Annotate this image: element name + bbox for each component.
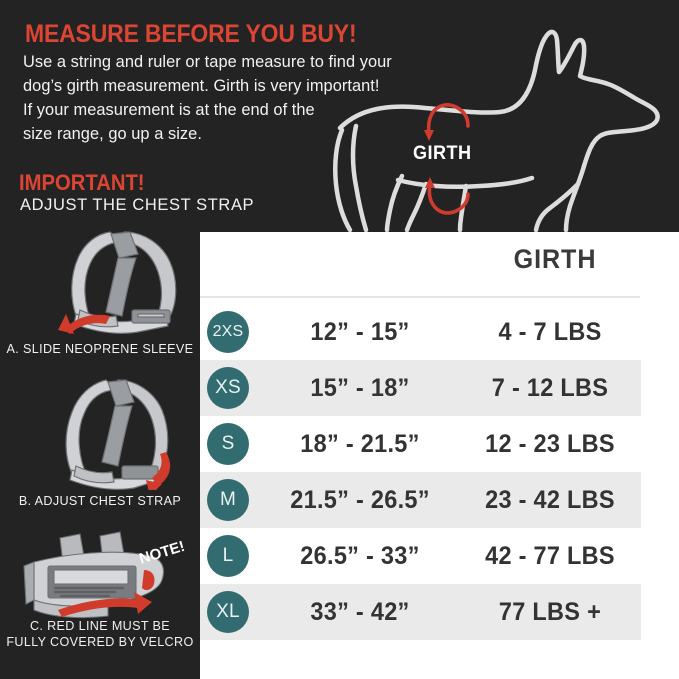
size-badge: XL xyxy=(207,591,249,633)
intro-line-1: Use a string and ruler or tape measure t… xyxy=(23,53,392,71)
intro-line-4: size range, go up a size. xyxy=(23,125,202,143)
column-header-weight: WEIGHT xyxy=(639,244,679,275)
table-row: XS 15” - 18” 7 - 12 LBS xyxy=(200,360,641,416)
size-badge: XS xyxy=(207,367,249,409)
cell-girth: 21.5” - 26.5” xyxy=(290,486,430,514)
cell-weight: 23 - 42 LBS xyxy=(485,486,615,514)
table-row: M 21.5” - 26.5” 23 - 42 LBS xyxy=(200,472,641,528)
harness-chest-strap-icon xyxy=(18,374,198,496)
cell-weight: 42 - 77 LBS xyxy=(485,542,615,570)
intro-line-3: If your measurement is at the end of the xyxy=(23,101,315,119)
size-table: GIRTH WEIGHT 2XS 12” - 15” 4 - 7 LBS XS … xyxy=(200,232,679,679)
table-header-row: GIRTH WEIGHT xyxy=(200,232,679,298)
column-header-girth: GIRTH xyxy=(513,244,597,274)
step-c-caption-line-1: C. RED LINE MUST BE xyxy=(29,619,171,633)
cell-weight: 12 - 23 LBS xyxy=(485,430,615,458)
table-row: XL 33” - 42” 77 LBS + xyxy=(200,584,641,640)
dog-silhouette-icon xyxy=(330,8,679,236)
important-heading: IMPORTANT! xyxy=(19,170,145,195)
table-row: L 26.5” - 33” 42 - 77 LBS xyxy=(200,528,641,584)
table-body: 2XS 12” - 15” 4 - 7 LBS XS 15” - 18” 7 -… xyxy=(200,304,679,640)
note-label: NOTE! xyxy=(137,538,187,568)
step-c-caption-line-2: FULLY COVERED BY VELCRO xyxy=(6,635,194,649)
girth-label: GIRTH xyxy=(413,143,472,164)
cell-weight: 77 LBS + xyxy=(498,598,602,626)
harness-neoprene-sleeve-icon xyxy=(18,228,198,336)
cell-girth: 15” - 18” xyxy=(310,374,410,402)
step-b-caption: B. ADJUST CHEST STRAP xyxy=(18,494,182,508)
step-c-caption: C. RED LINE MUST BE FULLY COVERED BY VEL… xyxy=(0,618,200,650)
cell-girth: 33” - 42” xyxy=(310,598,410,626)
intro-line-2: dog’s girth measurement. Girth is very i… xyxy=(23,77,380,95)
cell-weight: 4 - 7 LBS xyxy=(498,318,602,346)
table-row: 2XS 12” - 15” 4 - 7 LBS xyxy=(200,304,641,360)
cell-girth: 12” - 15” xyxy=(310,318,410,346)
cell-weight: 7 - 12 LBS xyxy=(491,374,609,402)
cell-girth: 18” - 21.5” xyxy=(300,430,420,458)
important-subheading: ADJUST THE CHEST STRAP xyxy=(20,196,255,214)
cell-girth: 26.5” - 33” xyxy=(300,542,420,570)
size-badge: M xyxy=(207,479,249,521)
step-a-caption: A. SLIDE NEOPRENE SLEEVE xyxy=(6,342,194,356)
size-badge: 2XS xyxy=(207,311,249,353)
size-badge: L xyxy=(207,535,249,577)
harness-velcro-icon: NOTE! xyxy=(16,528,200,620)
size-badge: S xyxy=(207,423,249,465)
intro-paragraph: Use a string and ruler or tape measure t… xyxy=(23,50,493,146)
header-divider xyxy=(200,296,640,298)
table-row: S 18” - 21.5” 12 - 23 LBS xyxy=(200,416,641,472)
page-title: MEASURE BEFORE YOU BUY! xyxy=(25,20,357,48)
